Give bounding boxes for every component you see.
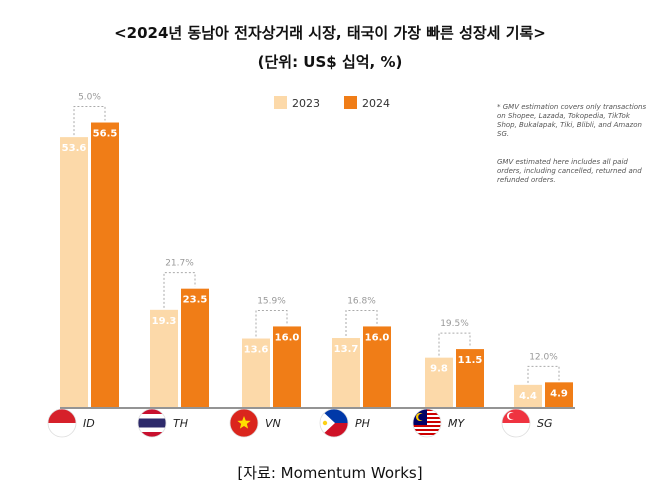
thailand-flag: [137, 408, 167, 438]
bar-2023-my: [425, 357, 453, 407]
source-caption: [자료: Momentum Works]: [237, 464, 423, 482]
bar-2024-sg: [545, 382, 573, 407]
value-label-2023-th: 19.3: [152, 316, 177, 327]
flag-stripe-12: [413, 433, 441, 435]
flag-crescent-cut: [418, 413, 425, 421]
vietnam-flag-body: [230, 409, 258, 437]
value-label-2023-ph: 13.7: [334, 344, 359, 355]
bar-2023-id: [60, 137, 88, 407]
singapore-flag-body: [502, 409, 530, 437]
legend-swatch-2024: [344, 96, 357, 109]
flag-outline: [412, 408, 442, 438]
growth-bracket-sg: [527, 365, 560, 383]
bar-2024-ph: [363, 326, 391, 407]
malaysia-flag: [412, 408, 442, 438]
country-label-id: ID: [83, 417, 95, 430]
flag-crescent-cut: [508, 412, 516, 420]
flag-red-band: [502, 409, 530, 423]
flag-stripe-3: [138, 427, 166, 432]
flag-outline: [47, 408, 77, 438]
value-label-2023-id: 53.6: [62, 143, 87, 154]
value-label-2024-ph: 16.0: [365, 332, 390, 343]
bar-2024-vn: [273, 326, 301, 407]
flag-white-band: [48, 423, 76, 437]
growth-label-th: 21.7%: [165, 259, 194, 269]
thailand-flag-body: [138, 409, 166, 437]
bar-2024-id: [91, 122, 119, 407]
indonesia-flag: [47, 408, 77, 438]
flag-outline: [501, 408, 531, 438]
flag-white-triangle: [320, 409, 335, 437]
value-label-2024-th: 23.5: [183, 295, 208, 306]
chart-title: <2024년 동남아 전자상거래 시장, 태국이 가장 빠른 성장세 기록>: [114, 24, 546, 42]
value-label-2024-my: 11.5: [458, 355, 483, 366]
growth-bracket-ph: [345, 309, 378, 337]
bar-2024-my: [456, 349, 484, 407]
value-label-2023-vn: 13.6: [244, 345, 269, 356]
bar-2023-th: [150, 309, 178, 407]
vietnam-flag: [229, 408, 259, 438]
country-label-ph: PH: [355, 417, 370, 430]
value-label-2023-sg: 4.4: [519, 391, 537, 402]
flag-white-band: [502, 423, 530, 437]
value-label-2024-vn: 16.0: [275, 332, 300, 343]
bar-2023-sg: [514, 384, 542, 407]
growth-bracket-vn: [255, 309, 288, 337]
flag-sun: [322, 420, 328, 426]
flag-stripe-0: [138, 409, 166, 414]
growth-label-ph: 16.8%: [347, 296, 376, 306]
philippines-flag-body: [320, 409, 348, 437]
flag-stripe-11: [413, 431, 441, 433]
legend-swatch-2023: [274, 96, 287, 109]
legend-label-2023: 2023: [292, 97, 320, 110]
value-label-2023-my: 9.8: [430, 364, 448, 375]
flag-red-band: [48, 409, 76, 423]
growth-bracket-id: [73, 106, 106, 136]
bar-2023-ph: [332, 338, 360, 407]
value-label-2024-sg: 4.9: [550, 388, 568, 399]
indonesia-flag-body: [48, 409, 76, 437]
flag-stripe-13: [413, 435, 441, 437]
growth-bracket-my: [438, 332, 471, 356]
flag-stripe-4: [138, 432, 166, 437]
flag-stripe-2: [138, 418, 166, 428]
singapore-flag: [501, 408, 531, 438]
country-label-th: TH: [173, 417, 188, 430]
growth-label-my: 19.5%: [440, 319, 469, 329]
growth-label-id: 5.0%: [78, 93, 101, 103]
flag-stripe-9: [413, 427, 441, 429]
growth-label-vn: 15.9%: [257, 296, 286, 306]
flag-star: [237, 416, 251, 429]
flag-stripe-10: [413, 429, 441, 431]
gmv-note-orders: GMV estimated here includes all paid ord…: [497, 158, 642, 184]
legend-label-2024: 2024: [362, 97, 390, 110]
value-label-2024-id: 56.5: [93, 129, 118, 140]
philippines-flag: [319, 408, 349, 438]
growth-label-sg: 12.0%: [529, 352, 558, 362]
flag-outline: [229, 408, 259, 438]
chart-subtitle: (단위: US$ 십억, %): [257, 53, 403, 71]
country-label-my: MY: [448, 417, 465, 430]
country-label-sg: SG: [537, 417, 553, 430]
flag-outline: [319, 408, 349, 438]
flag-stripe-1: [138, 414, 166, 419]
malaysia-flag-body: [413, 409, 441, 437]
gmv-note-scope: * GMV estimation covers only transaction…: [497, 103, 647, 138]
flag-outline: [137, 408, 167, 438]
bar-2023-vn: [242, 338, 270, 407]
flag-stripe-8: [413, 425, 441, 427]
bar-2024-th: [181, 288, 209, 407]
country-label-vn: VN: [265, 417, 281, 430]
growth-bracket-th: [163, 272, 196, 308]
